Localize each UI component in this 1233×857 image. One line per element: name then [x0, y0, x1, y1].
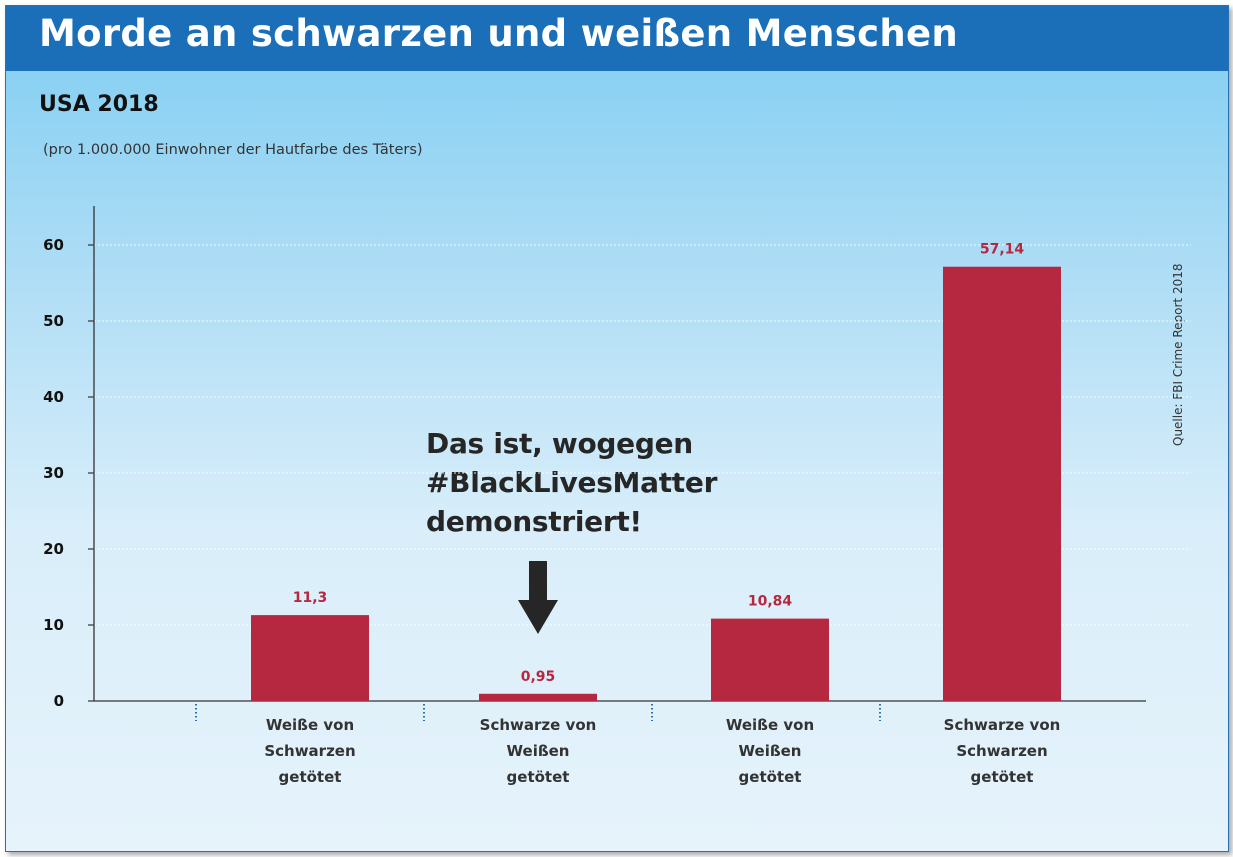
value-label: 57,14: [980, 242, 1025, 258]
category-label: Weißen: [739, 742, 802, 760]
value-label: 0,95: [521, 669, 556, 685]
unit-note: (pro 1.000.000 Einwohner der Hautfarbe d…: [43, 142, 423, 158]
category-label: getötet: [507, 768, 570, 786]
chart-frame: Morde an schwarzen und weißen Menschen U…: [5, 5, 1229, 852]
bar: [711, 618, 829, 701]
annotation-line: demonstriert!: [426, 505, 642, 538]
category-label: Weiße von: [726, 716, 814, 734]
bar: [479, 693, 597, 701]
y-tick-label: 60: [43, 236, 64, 254]
category-label: getötet: [971, 768, 1034, 786]
title-bar: Morde an schwarzen und weißen Menschen: [6, 6, 1228, 71]
value-label: 11,3: [293, 590, 328, 606]
chart-title: Morde an schwarzen und weißen Menschen: [39, 12, 959, 55]
y-tick-label: 0: [54, 692, 64, 710]
chart-subtitle: USA 2018: [39, 92, 159, 117]
category-label: Weiße von: [266, 716, 354, 734]
category-label: Schwarze von: [944, 716, 1061, 734]
y-tick-label: 40: [43, 388, 64, 406]
category-label: Weißen: [507, 742, 570, 760]
category-label: Schwarzen: [956, 742, 1047, 760]
category-label: Schwarze von: [480, 716, 597, 734]
bar: [251, 615, 369, 701]
bar: [943, 266, 1061, 701]
value-label: 10,84: [748, 594, 793, 610]
arrow-down-icon: [518, 561, 558, 634]
y-tick-label: 10: [43, 616, 64, 634]
annotation-text: Das ist, wogegen #BlackLivesMatter demon…: [426, 424, 717, 541]
category-label: getötet: [739, 768, 802, 786]
annotation-line: #BlackLivesMatter: [426, 466, 718, 499]
bar-chart: 0 10 20 30 40 50 60 11,3 Weiße von Schwarzen getöt…: [43, 206, 1191, 786]
y-tick-label: 20: [43, 540, 64, 558]
category-label: Schwarzen: [264, 742, 355, 760]
annotation-line: Das ist, wogegen: [426, 427, 693, 460]
y-tick-label: 50: [43, 312, 64, 330]
category-label: getötet: [279, 768, 342, 786]
y-tick-label: 30: [43, 464, 64, 482]
